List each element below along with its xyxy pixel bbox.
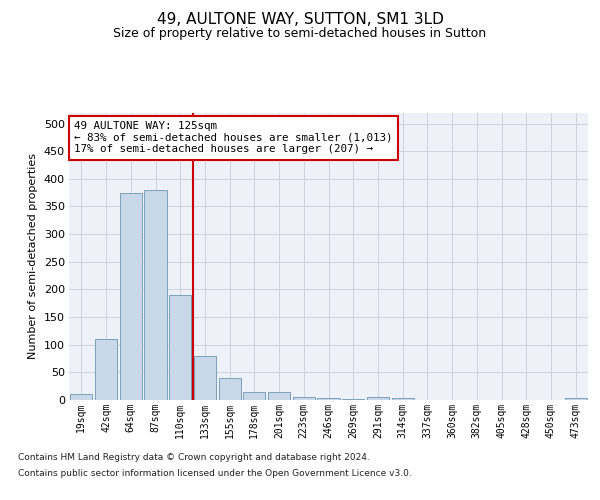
Bar <box>293 397 315 400</box>
Text: Contains public sector information licensed under the Open Government Licence v3: Contains public sector information licen… <box>18 468 412 477</box>
Text: Size of property relative to semi-detached houses in Sutton: Size of property relative to semi-detach… <box>113 28 487 40</box>
Bar <box>145 190 167 400</box>
Bar <box>194 356 216 400</box>
Bar <box>70 394 92 400</box>
Bar <box>218 378 241 400</box>
Bar <box>95 339 117 400</box>
Text: 49, AULTONE WAY, SUTTON, SM1 3LD: 49, AULTONE WAY, SUTTON, SM1 3LD <box>157 12 443 28</box>
Text: 49 AULTONE WAY: 125sqm
← 83% of semi-detached houses are smaller (1,013)
17% of : 49 AULTONE WAY: 125sqm ← 83% of semi-det… <box>74 121 392 154</box>
Bar <box>243 392 265 400</box>
Bar <box>268 392 290 400</box>
Bar <box>392 398 414 400</box>
Bar <box>119 192 142 400</box>
Bar <box>317 398 340 400</box>
Bar <box>169 295 191 400</box>
Bar <box>367 397 389 400</box>
Bar <box>565 398 587 400</box>
Y-axis label: Number of semi-detached properties: Number of semi-detached properties <box>28 153 38 359</box>
Bar <box>342 399 364 400</box>
Text: Contains HM Land Registry data © Crown copyright and database right 2024.: Contains HM Land Registry data © Crown c… <box>18 454 370 462</box>
